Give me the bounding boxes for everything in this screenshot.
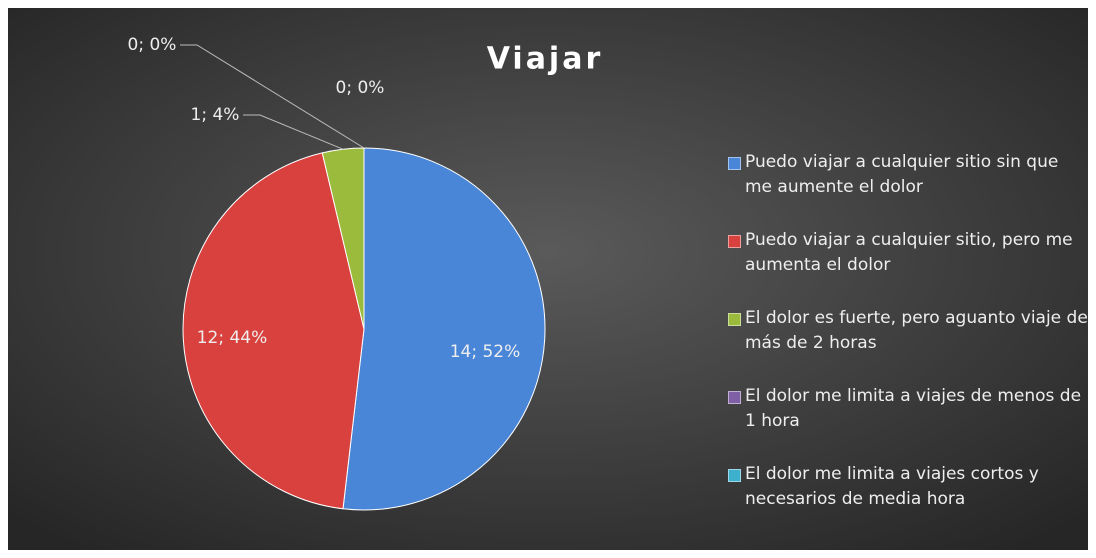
legend: Puedo viajar a cualquier sitio sin que m…	[728, 150, 1088, 540]
legend-swatch	[728, 391, 741, 404]
legend-label: El dolor me limita a viajes cortos y nec…	[745, 464, 1039, 509]
data-label: 1; 4%	[191, 105, 240, 125]
legend-item: Puedo viajar a cualquier sitio sin que m…	[728, 150, 1088, 228]
chart-title: Viajar	[487, 42, 604, 77]
legend-label: El dolor es fuerte, pero aguanto viaje d…	[745, 308, 1088, 353]
pie-slice	[342, 147, 546, 511]
legend-item: El dolor es fuerte, pero aguanto viaje d…	[728, 306, 1088, 384]
background	[8, 8, 1088, 550]
legend-label: Puedo viajar a cualquier sitio, pero me …	[745, 230, 1073, 275]
pie: 14; 52% 12; 44% 1; 4% 0; 0% 0; 0%	[128, 35, 546, 511]
legend-item: Puedo viajar a cualquier sitio, pero me …	[728, 228, 1088, 306]
data-label: 12; 44%	[197, 328, 268, 348]
legend-swatch	[728, 469, 741, 482]
legend-label: Puedo viajar a cualquier sitio sin que m…	[745, 152, 1059, 197]
pie-slice	[182, 152, 365, 510]
data-label: 0; 0%	[336, 78, 385, 98]
legend-swatch	[728, 235, 741, 248]
legend-item: El dolor me limita a viajes de menos de …	[728, 384, 1088, 462]
legend-swatch	[728, 157, 741, 170]
leader-line	[243, 114, 344, 150]
data-label: 14; 52%	[450, 342, 521, 362]
leader-line	[180, 44, 365, 149]
legend-item: El dolor me limita a viajes cortos y nec…	[728, 462, 1088, 540]
data-label: 0; 0%	[128, 35, 177, 55]
legend-label: El dolor me limita a viajes de menos de …	[745, 386, 1082, 431]
legend-swatch	[728, 313, 741, 326]
